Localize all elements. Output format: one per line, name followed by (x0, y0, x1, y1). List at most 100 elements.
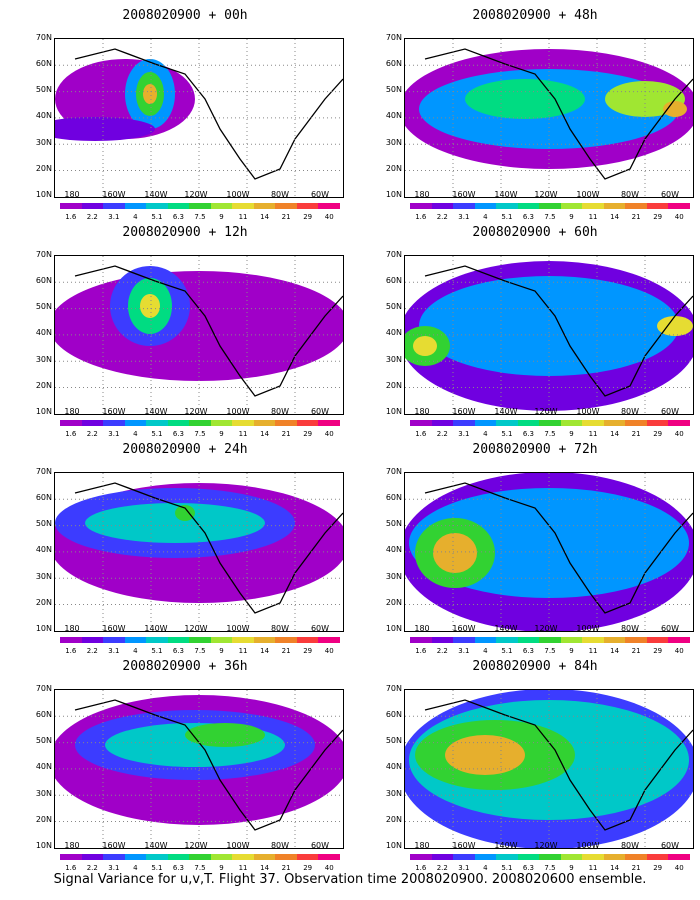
x-axis-label: 60W (310, 624, 330, 633)
map-panel: 2008020900 + 24h 70N 60N 50N 40N 30N 20N 10N 180… (20, 442, 350, 657)
colorbar-label: 9 (219, 213, 224, 221)
colorbar-swatch (496, 637, 518, 643)
colorbar-swatch (189, 420, 211, 426)
colorbar-swatch (210, 420, 233, 426)
colorbar-label: 3.1 (458, 647, 470, 655)
colorbar-label: 6.3 (172, 864, 185, 872)
colorbar-label: 5.1 (501, 864, 513, 872)
colorbar-label: 5.1 (151, 213, 163, 221)
colorbar-label: 6.3 (522, 213, 535, 221)
colorbar-swatch (167, 854, 190, 860)
colorbar-swatch (253, 420, 276, 426)
colorbar-swatch (668, 203, 690, 209)
colorbar-label: 29 (303, 647, 313, 655)
colorbar-label: 6.3 (172, 647, 185, 655)
x-axis-label: 60W (660, 624, 680, 633)
x-axis-label: 180 (64, 841, 80, 850)
colorbar-swatch (81, 203, 104, 209)
x-axis-label: 120W (184, 190, 208, 199)
colorbar-swatch (232, 203, 254, 209)
variance-contour (140, 294, 160, 318)
colorbar-label: 21 (281, 430, 291, 438)
colorbar-swatch (232, 420, 254, 426)
colorbar-label: 3.1 (458, 213, 470, 221)
colorbar-label: 14 (260, 213, 270, 221)
colorbar-label: 1.6 (415, 213, 427, 221)
variance-contour (445, 735, 525, 775)
x-axis-label: 60W (660, 190, 680, 199)
map-plot (54, 38, 344, 198)
colorbar-label: 29 (653, 213, 663, 221)
x-axis-label: 100W (226, 407, 250, 416)
colorbar-swatch (453, 420, 475, 426)
colorbar-swatch (431, 203, 454, 209)
colorbar-label: 6.3 (172, 430, 185, 438)
x-axis-label: 160W (452, 407, 476, 416)
x-axis-label: 140W (144, 624, 168, 633)
colorbar-label: 1.6 (65, 864, 77, 872)
colorbar-swatch (410, 854, 432, 860)
colorbar-swatch (625, 637, 647, 643)
colorbar-label: 6.3 (172, 213, 185, 221)
x-axis-label: 120W (534, 624, 558, 633)
colorbar-swatch (189, 637, 211, 643)
map-plot (404, 689, 694, 849)
map-panel: 2008020900 + 60h 70N 60N 50N 40N 30N 20N 10N 180… (370, 225, 700, 440)
x-axis-label: 100W (226, 841, 250, 850)
colorbar-swatch (539, 420, 561, 426)
colorbar-swatch (453, 854, 475, 860)
variance-contour (185, 723, 265, 747)
colorbar-label: 14 (260, 647, 270, 655)
colorbar-label: 11 (588, 864, 598, 872)
map-panel: 2008020900 + 48h 70N 60N 50N 40N 30N 20N 10N 180… (370, 8, 700, 223)
x-axis-label: 80W (270, 190, 290, 199)
y-axis-label: 40N (385, 328, 402, 337)
colorbar-label: 29 (303, 430, 313, 438)
y-axis-label: 20N (35, 164, 52, 173)
colorbar-swatch (560, 637, 583, 643)
x-axis-label: 60W (310, 841, 330, 850)
colorbar-label: 11 (588, 430, 598, 438)
colorbar-label: 5.1 (501, 430, 513, 438)
colorbar (410, 637, 690, 643)
colorbar-swatch (646, 203, 669, 209)
colorbar-label: 9 (219, 647, 224, 655)
y-axis-label: 30N (35, 138, 52, 147)
y-axis-label: 60N (35, 59, 52, 68)
colorbar-swatch (496, 203, 518, 209)
colorbar-label: 1.6 (415, 430, 427, 438)
colorbar-swatch (81, 637, 104, 643)
colorbar-swatch (646, 854, 669, 860)
colorbar-label: 9 (219, 864, 224, 872)
x-axis-label: 80W (270, 841, 290, 850)
y-axis-label: 60N (35, 276, 52, 285)
colorbar-swatch (517, 854, 540, 860)
colorbar-label: 2.2 (436, 864, 448, 872)
y-axis-label: 40N (385, 545, 402, 554)
colorbar-swatch (103, 203, 125, 209)
panel-title: 2008020900 + 84h (472, 659, 598, 674)
panel-title: 2008020900 + 24h (122, 442, 248, 457)
colorbar-swatch (318, 637, 340, 643)
map-svg (405, 256, 693, 414)
y-axis-label: 70N (35, 250, 52, 259)
colorbar-swatch (625, 203, 647, 209)
colorbar-labels: 1.6 2.2 3.1 4 5.1 6.3 7.5 9 11 14 21 29 40 (410, 213, 690, 221)
x-axis-label: 160W (452, 190, 476, 199)
y-axis-label: 60N (385, 59, 402, 68)
colorbar-swatch (474, 420, 497, 426)
colorbar-label: 11 (238, 213, 248, 221)
colorbar-label: 4 (133, 430, 138, 438)
colorbar-swatch (124, 854, 147, 860)
y-axis-label: 60N (385, 710, 402, 719)
colorbar-label: 7.5 (194, 430, 206, 438)
colorbar-label: 3.1 (108, 213, 120, 221)
colorbar-label: 40 (674, 213, 684, 221)
colorbar-swatch (474, 637, 497, 643)
colorbar-label: 1.6 (65, 647, 77, 655)
x-axis-label: 180 (64, 407, 80, 416)
colorbar-swatch (560, 203, 583, 209)
colorbar-swatch (582, 854, 604, 860)
panel-title: 2008020900 + 36h (122, 659, 248, 674)
y-axis-label: 10N (35, 624, 52, 633)
